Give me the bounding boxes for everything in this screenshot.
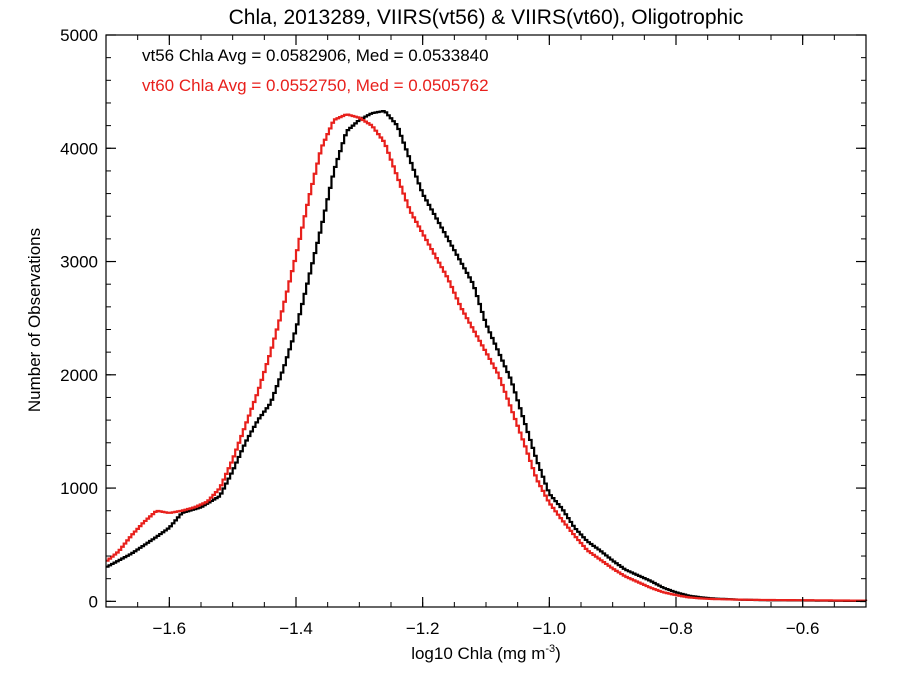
x-tick-label: −1.0 bbox=[533, 619, 567, 638]
y-tick-label: 0 bbox=[89, 592, 98, 611]
x-tick-label: −1.2 bbox=[406, 619, 440, 638]
x-tick-label: −1.4 bbox=[279, 619, 313, 638]
x-tick-label: −0.8 bbox=[659, 619, 693, 638]
y-tick-label: 2000 bbox=[60, 366, 98, 385]
x-axis: −1.6 −1.4 −1.2 −1.0 −0.8 −0.6 bbox=[105, 35, 867, 638]
y-tick-label: 4000 bbox=[60, 139, 98, 158]
x-axis-label: log10 Chla (mg m-3) bbox=[411, 643, 561, 663]
x-tick-label: −1.6 bbox=[153, 619, 187, 638]
x-axis-label-main: log10 Chla (mg m bbox=[411, 644, 545, 663]
y-axis: 0 1000 2000 3000 4000 5000 bbox=[60, 26, 866, 611]
vt56-stats-annotation: vt56 Chla Avg = 0.0582906, Med = 0.05338… bbox=[142, 46, 489, 65]
y-tick-label: 3000 bbox=[60, 253, 98, 272]
series-layer bbox=[106, 110, 868, 603]
x-axis-label-suffix: ) bbox=[555, 644, 561, 663]
vt60-stats-annotation: vt60 Chla Avg = 0.0552750, Med = 0.05057… bbox=[142, 76, 489, 95]
series-0-line bbox=[106, 110, 868, 603]
chart-title: Chla, 2013289, VIIRS(vt56) & VIIRS(vt60)… bbox=[229, 6, 744, 29]
y-tick-label: 1000 bbox=[60, 479, 98, 498]
y-tick-label: 5000 bbox=[60, 26, 98, 45]
series-1-line bbox=[106, 113, 868, 602]
x-tick-label: −0.6 bbox=[786, 619, 820, 638]
y-axis-label: Number of Observations bbox=[25, 228, 44, 412]
x-axis-label-superscript: -3 bbox=[545, 643, 555, 655]
